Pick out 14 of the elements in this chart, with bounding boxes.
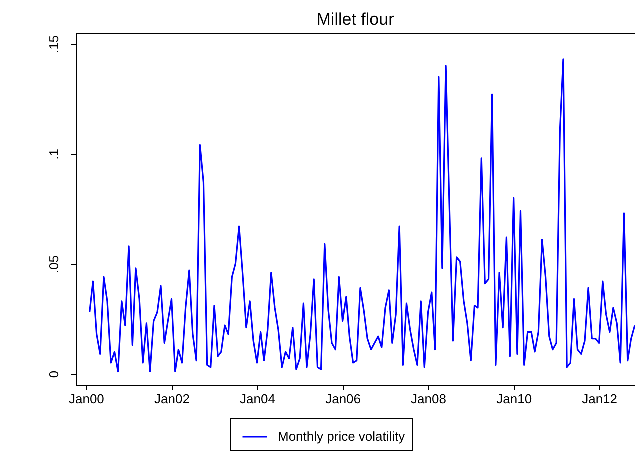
legend-label: Monthly price volatility bbox=[278, 429, 406, 444]
y-tick-label: .15 bbox=[46, 35, 62, 54]
y-tick-label: .1 bbox=[46, 149, 62, 160]
y-tick-label: .05 bbox=[46, 255, 62, 274]
chart-title: Millet flour bbox=[316, 10, 395, 29]
x-tick-label: Jan12 bbox=[582, 392, 618, 406]
x-tick-label: Jan04 bbox=[240, 392, 276, 406]
x-tick-label: Jan02 bbox=[154, 392, 190, 406]
x-tick-label: Jan08 bbox=[411, 392, 446, 406]
y-tick-label: 0 bbox=[46, 370, 62, 378]
x-tick-label: Jan10 bbox=[496, 392, 532, 406]
x-tick-label: Jan00 bbox=[68, 392, 104, 406]
x-tick-label: Jan06 bbox=[326, 392, 362, 406]
line-series bbox=[89, 58, 635, 373]
